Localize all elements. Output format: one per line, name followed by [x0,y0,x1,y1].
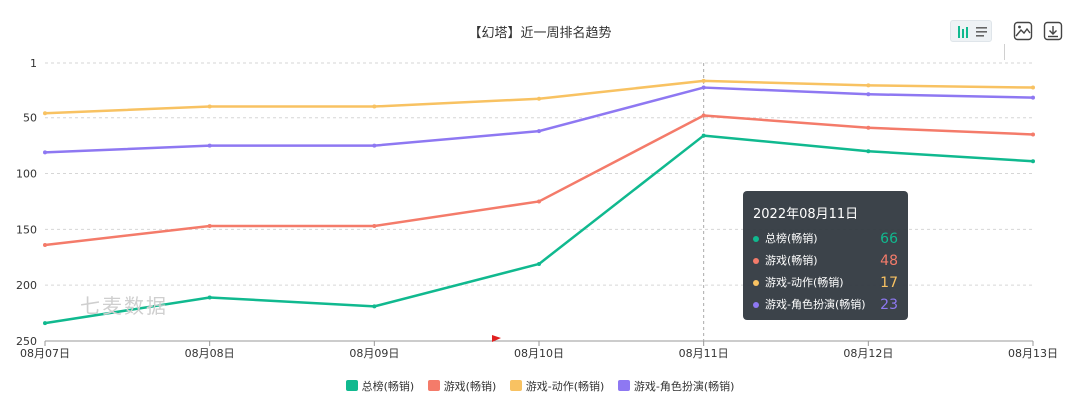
x-tick-label: 08月09日 [349,347,399,360]
legend-label: 游戏-动作(畅销) [525,380,605,393]
x-tick-label: 08月08日 [185,347,235,360]
data-point [1031,85,1035,90]
legend-item[interactable]: 游戏-动作(畅销) [509,378,605,394]
data-point [701,78,706,83]
data-point [43,321,47,326]
tooltip-series-value: 48 [880,253,898,269]
tooltip-series-name: 游戏-动作(畅销) [765,276,844,289]
y-tick-label: 250 [16,335,37,348]
legend-swatch [427,380,440,391]
data-point [537,261,541,266]
bar-chart-icon[interactable] [950,20,992,42]
data-point [701,113,706,118]
data-point [207,224,212,229]
data-point [372,304,377,309]
x-tick-label: 08月10日 [514,347,564,360]
legend-label: 总榜(畅销) [361,380,415,393]
legend-item[interactable]: 游戏-角色扮演(畅销) [617,378,735,394]
data-point [701,133,706,138]
tooltip-date: 2022年08月11日 [753,207,859,222]
y-tick-label: 150 [16,223,37,236]
legend-swatch [509,380,522,391]
flag-icon [492,335,501,345]
tooltip-series-value: 66 [880,231,898,247]
save-image-icon[interactable] [1012,20,1034,42]
legend-swatch [617,380,630,391]
data-point [207,295,212,300]
legend-label: 游戏(畅销) [443,380,497,393]
data-point [866,83,871,88]
chart-title: 【幻塔】近一周排名趋势 [468,26,612,41]
data-point [537,199,541,204]
watermark: 七麦数据 [80,294,168,318]
legend-item[interactable]: 总榜(畅销) [345,378,415,394]
y-tick-label: 200 [16,279,37,292]
series-dot-icon [753,280,759,286]
x-tick-label: 08月07日 [20,347,70,360]
x-tick-label: 08月13日 [1008,347,1058,360]
data-point [537,96,541,101]
tooltip-series-value: 23 [880,297,898,313]
data-point [1031,159,1035,164]
data-point [43,150,47,155]
data-point [207,143,212,148]
x-tick-label: 08月11日 [679,347,729,360]
data-tooltip: 2022年08月11日 总榜(畅销) 66 游戏(畅销) 48 游戏-动作(畅销… [743,191,908,320]
tooltip-row: 总榜(畅销) 66 [753,228,898,250]
y-tick-label: 100 [16,168,37,181]
tooltip-series-name: 总榜(畅销) [765,232,818,245]
y-tick-label: 50 [23,112,37,125]
data-point [43,242,47,247]
data-point [701,85,706,90]
data-point [372,224,377,229]
data-point [1031,132,1035,137]
tooltip-row: 游戏-动作(畅销) 17 [753,272,898,294]
tooltip-row: 游戏-角色扮演(畅销) 23 [753,294,898,316]
data-point [866,149,871,154]
x-tick-label: 08月12日 [843,347,893,360]
series-dot-icon [753,302,759,308]
data-point [537,129,541,134]
data-point [43,111,47,116]
toolbar-divider [1004,44,1005,60]
legend-item[interactable]: 游戏(畅销) [427,378,497,394]
tooltip-series-name: 游戏-角色扮演(畅销) [765,298,866,311]
data-point [372,104,377,109]
legend-swatch [345,380,358,391]
legend-label: 游戏-角色扮演(畅销) [633,380,735,393]
tooltip-row: 游戏(畅销) 48 [753,250,898,272]
tooltip-series-value: 17 [880,275,898,291]
chart-legend: 总榜(畅销) 游戏(畅销) 游戏-动作(畅销) 游戏-角色扮演(畅销) [0,378,1080,394]
tooltip-series-name: 游戏(畅销) [765,254,818,267]
data-point [1031,95,1035,100]
series-dot-icon [753,258,759,264]
data-point [207,104,212,109]
data-point [866,125,871,130]
series-dot-icon [753,236,759,242]
data-point [866,92,871,97]
y-tick-label: 1 [30,57,37,70]
data-point [372,143,377,148]
download-icon[interactable] [1042,20,1064,42]
